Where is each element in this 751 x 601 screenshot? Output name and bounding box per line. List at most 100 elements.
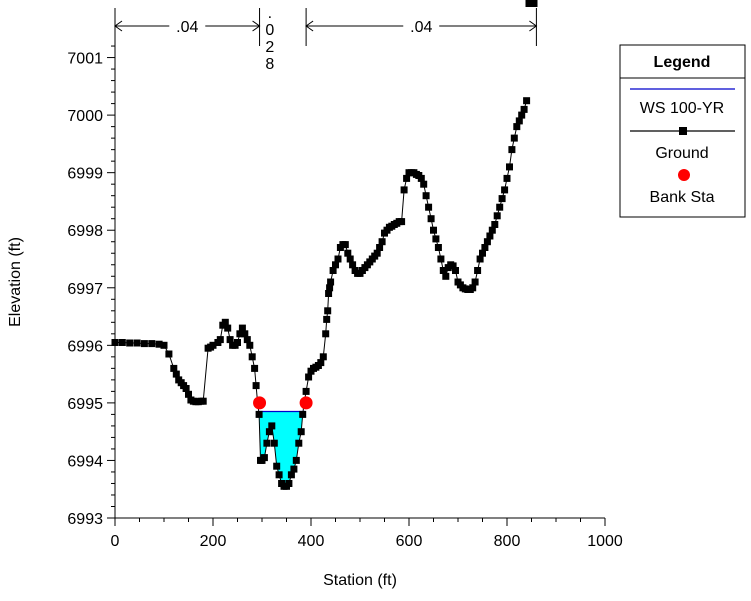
- ground-point: [148, 340, 156, 348]
- ground-point: [302, 387, 310, 395]
- ground-point: [503, 174, 511, 182]
- legend-title: Legend: [654, 54, 711, 71]
- ground-point: [133, 339, 141, 347]
- ground-point: [140, 340, 148, 348]
- ground-point: [324, 307, 332, 315]
- ground-point: [486, 232, 494, 240]
- ground-point: [420, 180, 428, 188]
- y-tick-label: 6993: [67, 511, 103, 528]
- ground-point: [226, 336, 234, 344]
- ground-point: [118, 339, 126, 346]
- bank-station-marker: [299, 396, 313, 410]
- ground-point: [185, 390, 192, 398]
- ground-point: [199, 397, 207, 405]
- ground-point: [403, 174, 411, 182]
- ground-point: [216, 336, 224, 344]
- x-tick-label: 1000: [587, 533, 623, 550]
- ground-point: [170, 364, 178, 372]
- ground-point: [520, 105, 528, 113]
- x-tick-label: 0: [111, 533, 120, 550]
- ground-point: [373, 249, 381, 257]
- ground-point: [273, 462, 281, 470]
- ground-point: [319, 353, 327, 361]
- ground-point: [160, 341, 168, 349]
- roughness-arrowhead: [529, 20, 538, 32]
- legend-ground-marker: [679, 127, 687, 135]
- ground-point: [295, 439, 303, 447]
- roughness-label: .04: [176, 19, 198, 36]
- ground-point: [398, 218, 406, 226]
- ground-point: [209, 341, 217, 349]
- ground-point: [425, 203, 433, 211]
- ground-point: [476, 255, 484, 263]
- ground-point: [439, 267, 447, 274]
- ground-point: [515, 117, 523, 125]
- roughness-arrowhead: [305, 20, 314, 32]
- ground-point: [165, 350, 173, 358]
- ground-point: [432, 235, 440, 243]
- ground-point: [260, 454, 268, 462]
- ground-point: [290, 465, 298, 473]
- ground-point: [334, 255, 342, 263]
- ground-line: [115, 100, 528, 487]
- ground-point: [479, 249, 486, 257]
- legend-ws-label: WS 100-YR: [640, 100, 724, 117]
- roughness-label: .04: [410, 19, 432, 36]
- ground-point: [224, 324, 232, 332]
- legend-bank-label: Bank Sta: [650, 189, 715, 206]
- legend-ground-label: Ground: [655, 145, 708, 162]
- ground-point: [422, 192, 430, 200]
- ground-point: [501, 186, 509, 194]
- ground-point: [506, 163, 513, 171]
- ground-point: [322, 330, 330, 338]
- ground-point: [221, 318, 229, 326]
- ground-point: [325, 290, 333, 297]
- ground-point: [270, 439, 278, 447]
- y-tick-label: 6997: [67, 281, 103, 298]
- ground-point: [496, 203, 504, 211]
- ground-point: [246, 341, 254, 349]
- ground-point: [508, 146, 516, 154]
- axes: 0 200 400 600 800 1000 6993 6994 6995 6996 6997 699…: [67, 5, 622, 550]
- ground-point: [452, 267, 459, 274]
- ground-point: [510, 134, 518, 142]
- ground-point: [530, 0, 538, 7]
- ground-point: [238, 324, 246, 332]
- ground-point: [326, 284, 334, 292]
- y-tick-label: 6998: [67, 223, 103, 240]
- ground-point: [434, 244, 442, 251]
- ground-point: [305, 373, 313, 381]
- ground-point: [126, 339, 134, 347]
- ground-point: [268, 422, 276, 430]
- y-tick-label: 6995: [67, 396, 103, 413]
- x-tick-label: 200: [200, 533, 227, 550]
- ground-point: [488, 226, 496, 234]
- roughness-arrowhead: [114, 20, 123, 32]
- y-tick-label: 6994: [67, 453, 103, 470]
- ground-point: [513, 123, 521, 131]
- ground-point: [252, 382, 260, 390]
- ground-point: [285, 480, 293, 487]
- ground-point: [437, 255, 445, 263]
- ground-point: [469, 284, 477, 292]
- ground-point: [155, 340, 163, 348]
- ground-point: [349, 261, 357, 269]
- ground-point: [518, 111, 526, 119]
- ground-point: [241, 330, 249, 338]
- ground-point: [263, 439, 271, 447]
- ground-point: [481, 244, 489, 251]
- ground-point: [474, 267, 482, 274]
- ground-point: [275, 471, 283, 479]
- ground-point: [299, 410, 307, 418]
- x-tick-label: 400: [298, 533, 325, 550]
- ground-point: [323, 315, 331, 323]
- ground-point: [493, 212, 501, 220]
- plot-area: [111, 0, 538, 490]
- ground-point: [344, 249, 352, 257]
- ground-point: [182, 385, 190, 392]
- ground-point: [523, 97, 531, 105]
- ground-point: [442, 272, 450, 280]
- ground-point: [376, 244, 384, 251]
